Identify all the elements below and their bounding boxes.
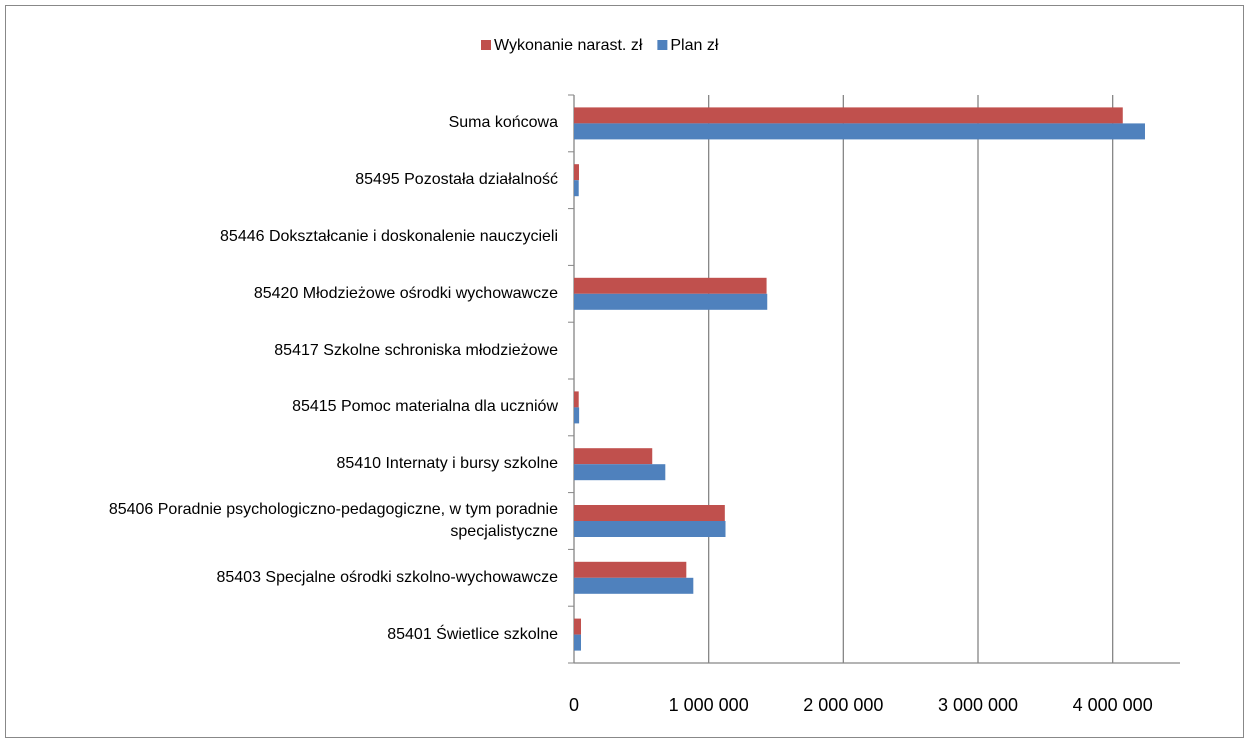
y-tick-label: 85495 Pozostała działalność	[355, 171, 558, 189]
bar	[574, 634, 582, 651]
bar	[574, 107, 1123, 124]
x-tick-label: 1 000 000	[669, 695, 749, 715]
y-tick-label: 85415 Pomoc materialna dla uczniów	[292, 398, 558, 416]
bar	[574, 164, 579, 181]
bar	[574, 293, 768, 310]
legend-swatch	[481, 40, 491, 50]
bar	[574, 123, 1145, 140]
x-tick-label: 0	[569, 695, 579, 715]
x-tick-label: 2 000 000	[803, 695, 883, 715]
bar	[574, 577, 694, 594]
legend-label: Plan zł	[670, 37, 718, 54]
x-tick-label: 4 000 000	[1073, 695, 1153, 715]
legend-swatch	[657, 40, 668, 50]
legend-label: Wykonanie narast. zł	[494, 37, 643, 54]
bar	[574, 505, 725, 521]
bar	[574, 391, 579, 408]
y-tick-label: 85417 Szkolne schroniska młodzieżowe	[274, 341, 558, 359]
y-tick-label: 85446 Dokształcanie i doskonalenie naucz…	[220, 228, 558, 245]
bar	[574, 407, 580, 424]
bar	[574, 618, 582, 635]
y-tick-label: 85410 Internaty i bursy szkolne	[336, 455, 558, 473]
y-tick-label: Suma końcowa	[448, 114, 558, 132]
bar	[574, 521, 726, 537]
x-tick-label: 3 000 000	[938, 695, 1018, 715]
bar	[574, 464, 666, 481]
bar	[574, 277, 767, 294]
y-tick-label: 85420 Młodzieżowe ośrodki wychowawcze	[253, 284, 558, 302]
bar	[574, 448, 653, 465]
y-tick-label: 85406 Poradnie psychologiczno-pedagogicz…	[108, 501, 558, 540]
y-tick-label: 85403 Specjalne ośrodki szkolno-wychowaw…	[216, 568, 558, 586]
bar	[574, 180, 579, 197]
y-tick-label: 85401 Świetlice szkolne	[387, 625, 558, 643]
bar	[574, 561, 687, 578]
